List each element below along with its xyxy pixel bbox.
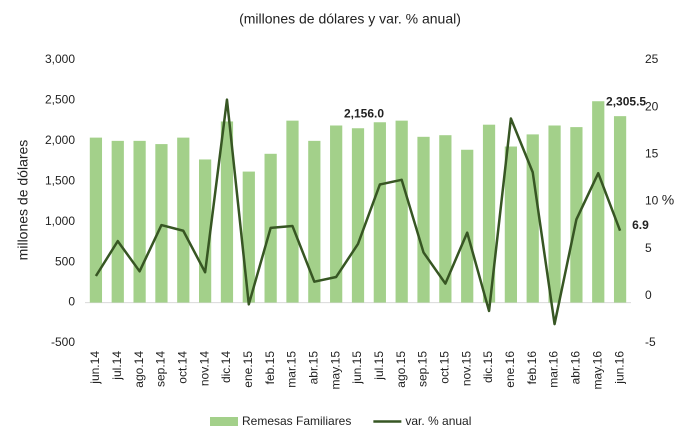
x-tick-label: abr.16 — [569, 351, 583, 385]
bar — [177, 137, 190, 303]
bar — [89, 137, 103, 303]
y-tick-label: 3,000 — [45, 52, 75, 66]
bar — [155, 144, 168, 303]
x-tick-label: nov.15 — [459, 351, 473, 386]
bar — [592, 101, 605, 303]
y-tick-label: 0 — [68, 295, 75, 309]
bar — [220, 121, 234, 303]
y-tick-label: 1,000 — [45, 214, 75, 228]
x-tick-label: oct.14 — [175, 351, 189, 384]
x-tick-label: feb.16 — [525, 351, 539, 385]
bar — [308, 140, 321, 303]
y-tick-label: 1,500 — [45, 173, 75, 187]
y-axis-label: millones de dólares — [15, 140, 31, 261]
x-tick-label: sep.15 — [416, 351, 430, 387]
x-tick-label: ago.15 — [394, 351, 408, 388]
bar — [330, 125, 343, 303]
bar-value-label: 2,156.0 — [344, 106, 384, 120]
bar — [351, 128, 365, 303]
line-value-label: 6.9 — [632, 218, 649, 232]
bar — [548, 125, 561, 303]
x-tick-label: mar.16 — [547, 351, 561, 388]
x-tick-label: jul.15 — [372, 351, 386, 381]
legend-swatch — [210, 417, 238, 426]
x-tick-label: jul.14 — [110, 351, 124, 381]
bar — [613, 116, 627, 303]
bar — [570, 127, 583, 303]
y-tick-label: 2,500 — [45, 93, 75, 107]
bar — [242, 171, 255, 303]
x-tick-label: dic.14 — [219, 351, 233, 383]
y2-tick-label: -5 — [645, 335, 656, 349]
bar — [417, 136, 430, 303]
y2-tick-label: 15 — [645, 147, 659, 161]
chart-subtitle: (millones de dólares y var. % anual) — [239, 11, 461, 27]
bar — [373, 122, 386, 303]
y-tick-label: 2,000 — [45, 133, 75, 147]
bar — [526, 134, 539, 303]
y2-tick-label: 20 — [645, 99, 659, 113]
x-tick-label: abr.15 — [306, 351, 320, 385]
x-tick-label: ene.15 — [241, 351, 255, 388]
bar — [395, 120, 408, 303]
x-tick-label: dic.15 — [481, 351, 495, 383]
bar — [133, 140, 146, 303]
x-tick-label: jun.15 — [350, 351, 364, 385]
y-tick-label: -500 — [51, 335, 75, 349]
line — [94, 98, 622, 326]
bar — [461, 149, 474, 303]
bar-value-label: 2,305.5 — [606, 94, 646, 108]
x-tick-label: ago.14 — [132, 351, 146, 388]
bar — [482, 124, 496, 303]
legend-label: var. % anual — [405, 414, 471, 428]
y2-axis-label: % — [662, 192, 674, 208]
bar — [286, 120, 299, 303]
y2-tick-label: 0 — [645, 288, 652, 302]
x-tick-label: mar.15 — [285, 351, 299, 388]
y2-tick-label: 25 — [645, 52, 659, 66]
x-tick-label: jun.16 — [612, 351, 626, 385]
bar — [111, 140, 124, 303]
x-tick-label: sep.14 — [154, 351, 168, 387]
x-tick-label: nov.14 — [197, 351, 211, 386]
x-tick-label: may.15 — [328, 351, 342, 390]
y2-tick-label: 5 — [645, 241, 652, 255]
x-tick-label: may.16 — [590, 351, 604, 390]
legend-label: Remesas Familiares — [242, 414, 351, 428]
y2-tick-label: 10 — [645, 194, 659, 208]
bar — [504, 146, 517, 303]
x-tick-label: feb.15 — [263, 351, 277, 385]
y-tick-label: 500 — [55, 254, 75, 268]
x-tick-label: jun.14 — [88, 351, 102, 385]
x-tick-label: oct.15 — [438, 351, 452, 384]
x-tick-label: ene.16 — [503, 351, 517, 388]
bar — [439, 135, 452, 303]
